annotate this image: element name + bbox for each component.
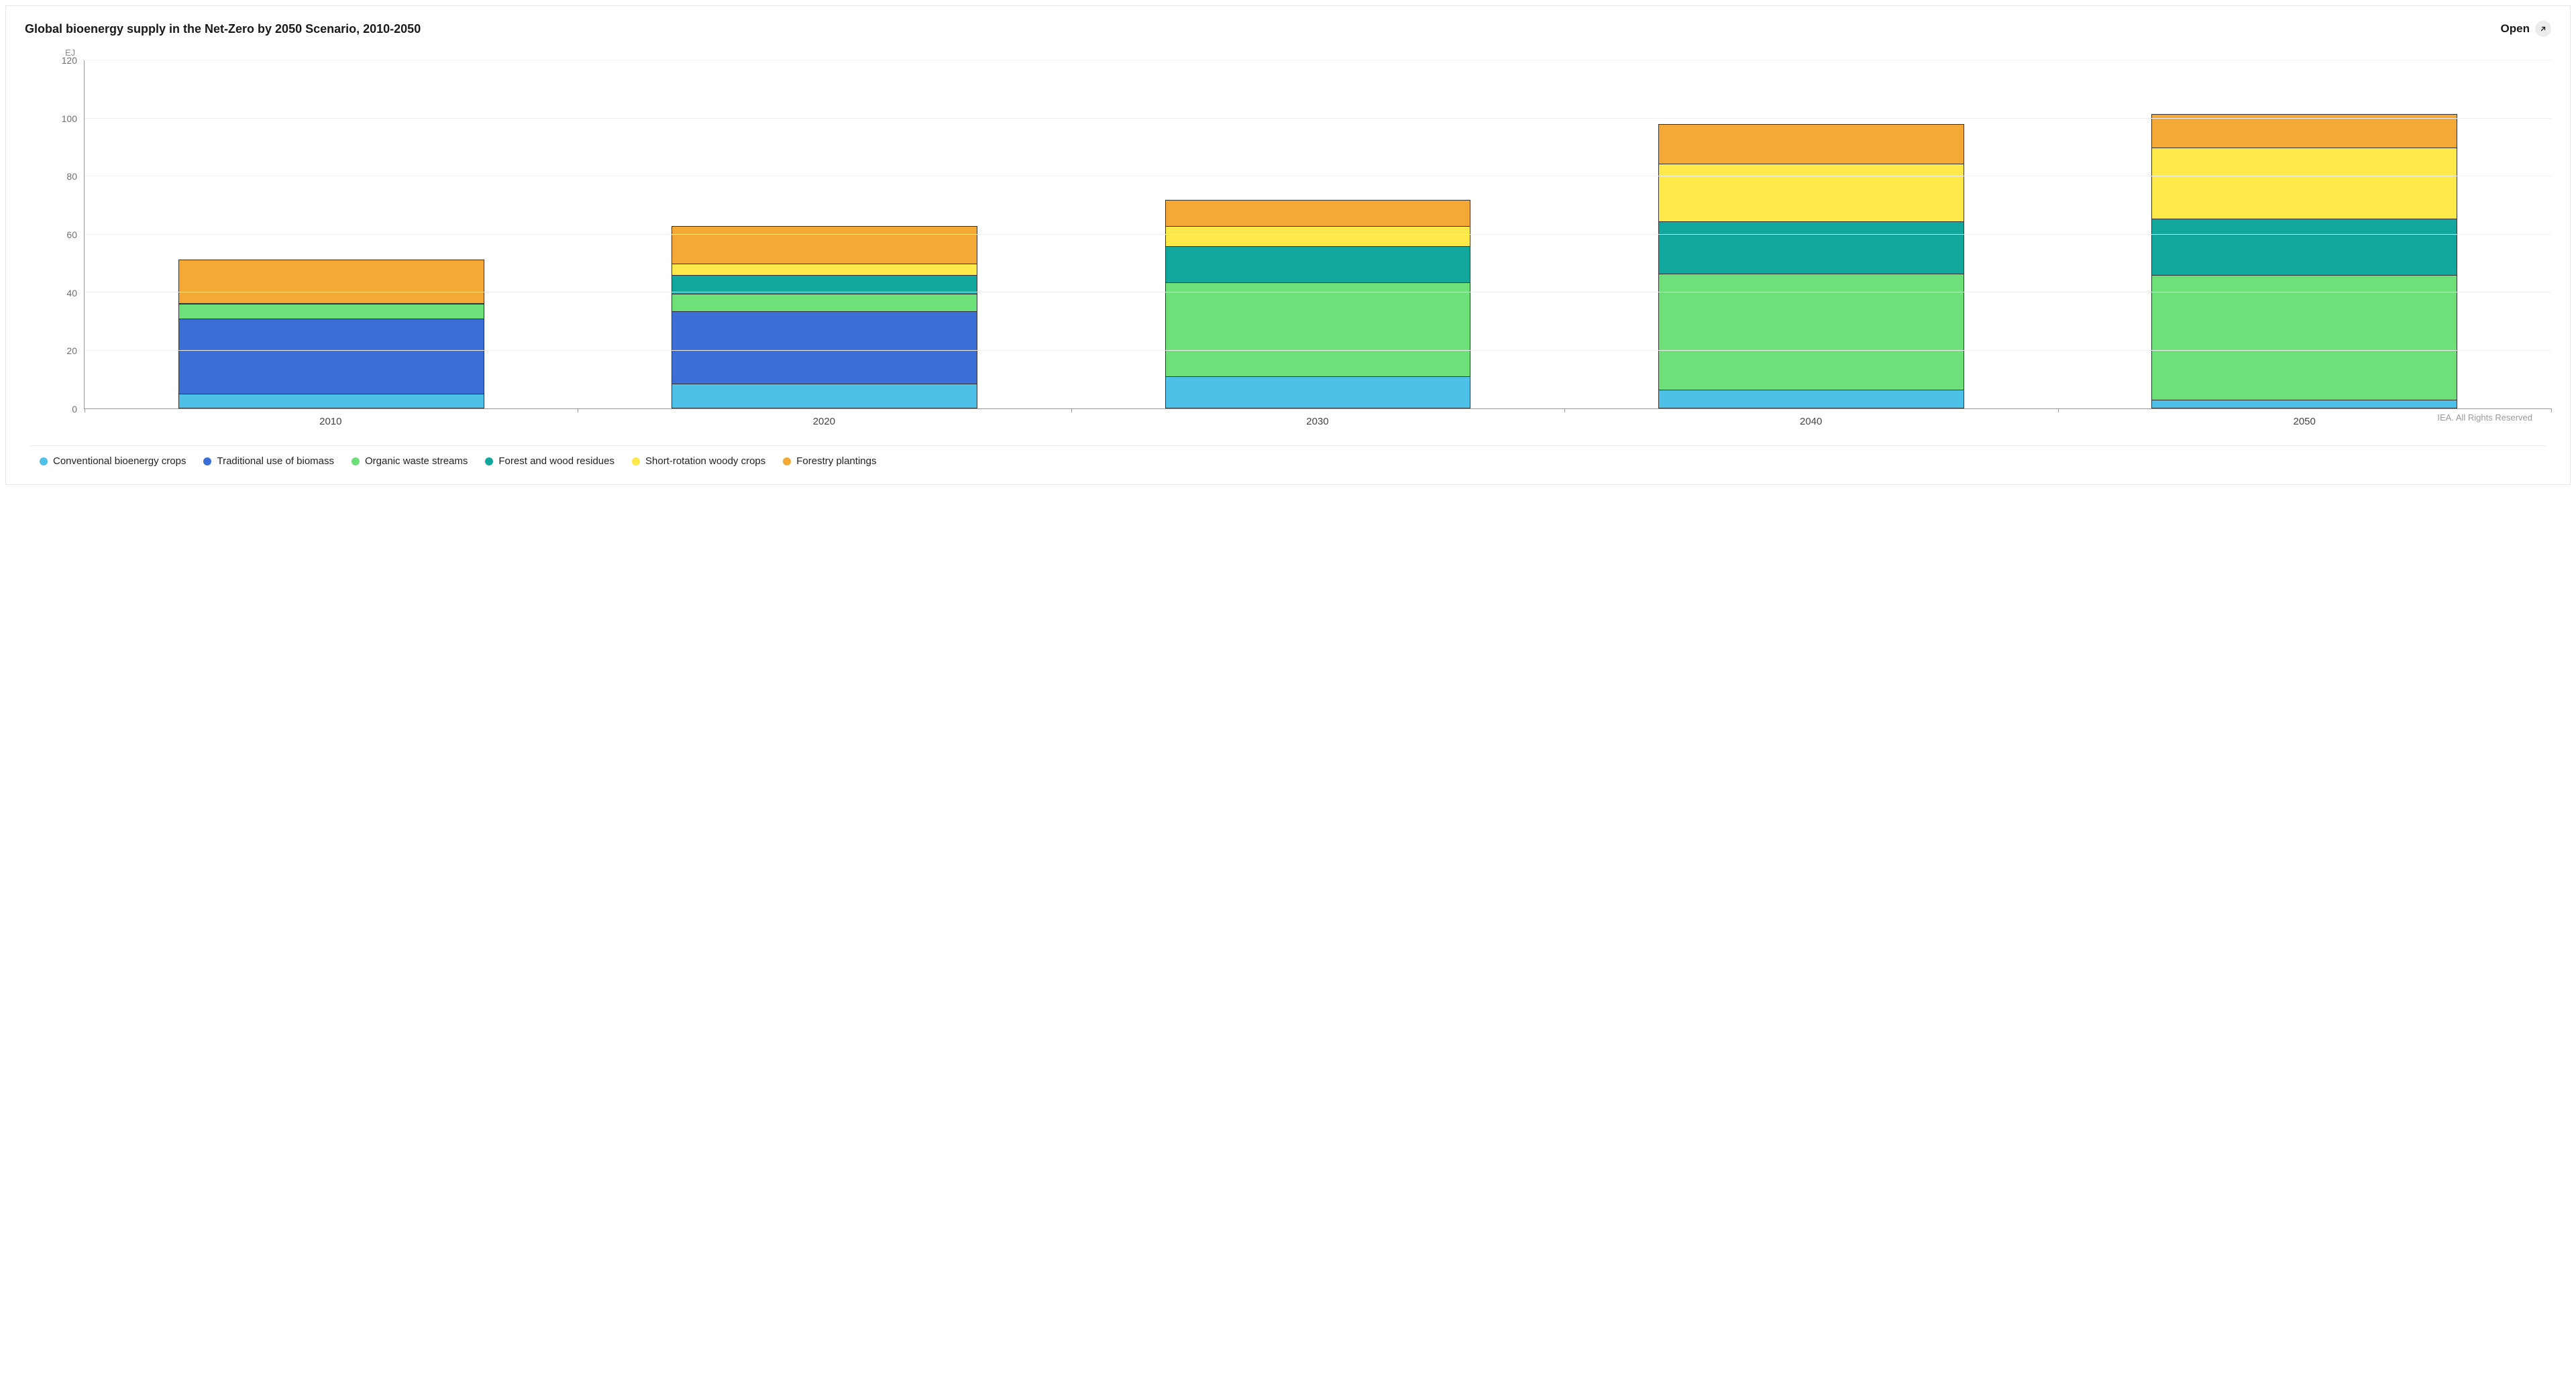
legend: Conventional bioenergy crops Traditional … [25,446,2551,480]
bar-segment-forest_and_wood_residues [1658,221,1964,274]
bar-segment-organic_waste_streams [178,304,484,319]
legend-label: Organic waste streams [365,455,468,467]
chart-title: Global bioenergy supply in the Net-Zero … [25,22,421,36]
legend-item-conventional_bioenergy_crops[interactable]: Conventional bioenergy crops [40,455,186,467]
stacked-bar [672,60,977,408]
stacked-bar [178,60,484,408]
chart-area: EJ 020406080100120 20102020203020402050 … [6,41,2570,484]
bar-segment-short_rotation_woody_crops [1658,164,1964,222]
bar-slot [1564,60,2057,408]
legend-item-organic_waste_streams[interactable]: Organic waste streams [352,455,468,467]
y-tick-label: 20 [45,345,77,356]
bar-segment-organic_waste_streams [1658,274,1964,390]
bar-segment-conventional_bioenergy_crops [178,394,484,408]
legend-swatch [632,457,640,465]
bar-segment-traditional_use_of_biomass [178,319,484,394]
bar-slot [85,60,578,408]
x-tick-label: 2020 [578,409,1071,427]
y-axis-unit: EJ [65,48,2551,58]
y-tick-label: 120 [45,55,77,66]
x-tick-label: 2030 [1071,409,1564,427]
bar-segment-conventional_bioenergy_crops [1658,390,1964,408]
bar-segment-forestry_plantings [178,260,484,303]
bar-segment-forest_and_wood_residues [1165,246,1471,282]
grid-line [85,350,2551,351]
x-tick-mark [1564,408,1565,412]
legend-swatch [783,457,791,465]
bar-segment-organic_waste_streams [2151,275,2457,400]
legend-swatch [485,457,493,465]
legend-swatch [40,457,48,465]
bar-segment-forestry_plantings [672,226,977,264]
legend-label: Traditional use of biomass [217,455,334,467]
bar-segment-conventional_bioenergy_crops [672,384,977,408]
bar-segment-conventional_bioenergy_crops [1165,376,1471,408]
legend-item-forest_and_wood_residues[interactable]: Forest and wood residues [485,455,614,467]
bar-segment-forestry_plantings [1658,124,1964,163]
bar-segment-short_rotation_woody_crops [2151,148,2457,219]
bar-slot [2058,60,2551,408]
y-tick-label: 40 [45,288,77,298]
stacked-bar-chart: 020406080100120 [52,60,2551,409]
x-tick-mark [2551,408,2552,412]
bar-slot [578,60,1071,408]
bar-slot [1071,60,1564,408]
legend-label: Conventional bioenergy crops [53,455,186,467]
y-tick-label: 60 [45,229,77,240]
y-tick-label: 0 [45,404,77,414]
bar-segment-forest_and_wood_residues [2151,219,2457,275]
y-axis: 020406080100120 [52,60,84,409]
open-button-label: Open [2501,22,2530,36]
legend-item-traditional_use_of_biomass[interactable]: Traditional use of biomass [203,455,334,467]
bar-segment-short_rotation_woody_crops [1165,226,1471,246]
x-axis-labels: 20102020203020402050 [84,409,2551,427]
x-tick-label: 2040 [1564,409,2058,427]
chart-card: Global bioenergy supply in the Net-Zero … [5,5,2571,485]
bar-segment-short_rotation_woody_crops [672,264,977,275]
plot-region [84,60,2551,409]
x-tick-label: 2010 [84,409,578,427]
legend-label: Forest and wood residues [498,455,614,467]
y-tick-label: 100 [45,113,77,124]
open-button[interactable]: Open [2501,21,2551,37]
bar-segment-organic_waste_streams [672,294,977,311]
bar-segment-organic_waste_streams [1165,282,1471,377]
bar-segment-conventional_bioenergy_crops [2151,400,2457,408]
x-tick-mark [2058,408,2059,412]
legend-label: Forestry plantings [796,455,876,467]
legend-swatch [352,457,360,465]
bar-segment-traditional_use_of_biomass [672,311,977,384]
stacked-bar [1165,60,1471,408]
legend-label: Short-rotation woody crops [645,455,765,467]
stacked-bar [2151,60,2457,408]
bar-segment-forest_and_wood_residues [672,275,977,294]
bar-segment-forestry_plantings [1165,200,1471,226]
y-tick-label: 80 [45,171,77,182]
grid-line [85,118,2551,119]
stacked-bar [1658,60,1964,408]
legend-swatch [203,457,211,465]
legend-item-forestry_plantings[interactable]: Forestry plantings [783,455,876,467]
grid-line [85,234,2551,235]
x-tick-mark [1071,408,1072,412]
bar-segment-forestry_plantings [2151,114,2457,148]
legend-item-short_rotation_woody_crops[interactable]: Short-rotation woody crops [632,455,765,467]
bar-group [85,60,2551,408]
expand-icon [2535,21,2551,37]
chart-header: Global bioenergy supply in the Net-Zero … [6,6,2570,41]
